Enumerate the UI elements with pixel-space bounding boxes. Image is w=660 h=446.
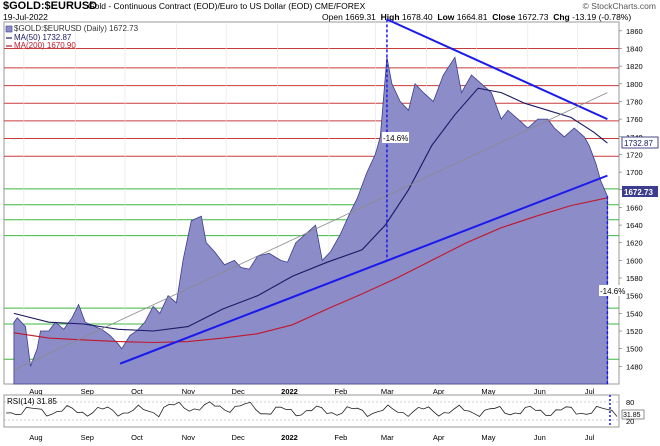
- y-tick-label: 1860: [626, 27, 643, 36]
- x-tick-label: Dec: [231, 387, 245, 396]
- x-tick-label: May: [481, 387, 495, 396]
- rsi-tick-20: 20: [626, 417, 634, 426]
- x-axis-rsi: Aug Sep Oct Nov Dec 2022 Feb Mar Apr May Jun Jul: [29, 433, 594, 442]
- y-axis: 1480 1500 1520 1540 1560 1580 1600 1620 1640 1660…: [619, 27, 643, 371]
- y-tick-label: 1840: [626, 44, 643, 53]
- watermark: © StockCharts.com: [582, 1, 656, 11]
- legend-price-swatch: [5, 25, 13, 33]
- x-tick-label: Jul: [585, 433, 595, 442]
- y-tick-label: 1780: [626, 97, 643, 106]
- y-tick-label: 1540: [626, 309, 643, 318]
- ma50-line: [13, 87, 608, 332]
- y-tick-label: 1700: [626, 168, 643, 177]
- open-value: 1669.31: [345, 12, 376, 22]
- x-tick-label: Feb: [334, 433, 347, 442]
- close-price-tag-box: [622, 186, 658, 197]
- y-tick-label: 1520: [626, 327, 643, 336]
- close-value: 1672.73: [517, 12, 549, 22]
- x-tick-label: Oct: [131, 387, 144, 396]
- x-tick-label: Sep: [81, 387, 94, 396]
- rsi-value-tag-box: [621, 409, 645, 420]
- x-tick-label: Mar: [381, 433, 394, 442]
- y-tick-label: 1500: [626, 345, 643, 354]
- low-value: 1664.81: [456, 12, 488, 22]
- x-tick-label: May: [481, 433, 495, 442]
- symbol-description: Gold - Continuous Contract (EOD)/Euro to…: [88, 1, 366, 11]
- x-tick-label: Aug: [29, 433, 42, 442]
- x-tick-label: Jun: [534, 433, 546, 442]
- y-tick-label: 1800: [626, 80, 643, 89]
- x-tick-label: 2022: [281, 433, 298, 442]
- legend: $GOLD:$EURUSD (Daily) 1672.73 MA(50) 173…: [5, 24, 139, 50]
- legend-price-label: $GOLD:$EURUSD (Daily) 1672.73: [14, 24, 139, 33]
- x-tick-label: Apr: [433, 387, 445, 396]
- ma50-price-tag-box: [621, 136, 659, 149]
- open-label: Open: [322, 12, 343, 22]
- legend-ma50-label: MA(50) 1732.87: [14, 33, 72, 42]
- y-tick-label: 1620: [626, 239, 643, 248]
- header-date: 19-Jul-2022: [3, 12, 48, 22]
- y-tick-label: 1760: [626, 115, 643, 124]
- ma50-price-tag-text: 1732.87: [624, 139, 653, 148]
- rsi-value-tag: 31.85: [623, 412, 641, 419]
- x-tick-label: Jul: [585, 387, 595, 396]
- rsi-tick-80: 80: [626, 398, 634, 407]
- rsi-line: [5, 401, 618, 418]
- ohlc-readout: Open 1669.31 High 1678.40 Low 1664.81 Cl…: [322, 12, 631, 22]
- y-tick-label: 1660: [626, 203, 643, 212]
- rsi-label: RSI(14) 31.85: [7, 397, 57, 406]
- x-tick-label: Dec: [231, 433, 245, 442]
- y-tick-label: 1480: [626, 362, 643, 371]
- x-tick-label: Sep: [81, 433, 94, 442]
- pct-annotation-right-text: -14.6%: [600, 287, 625, 296]
- x-tick-label: 2022: [281, 387, 298, 396]
- x-tick-label: Jun: [534, 387, 546, 396]
- y-tick-label: 1560: [626, 292, 643, 301]
- ma50-price-tag: 1732.87: [621, 136, 659, 149]
- y-tick-label: 1580: [626, 274, 643, 283]
- trendline-1: [386, 18, 608, 121]
- ma200-line: [13, 197, 608, 344]
- y-tick-label: 1820: [626, 62, 643, 71]
- x-tick-label: Apr: [433, 433, 445, 442]
- chart-header: $GOLD:$EURUSD Gold - Continuous Contract…: [0, 0, 660, 22]
- pct-annotation-left-text: -14.6%: [383, 134, 408, 143]
- x-tick-label: Oct: [131, 433, 144, 442]
- low-label: Low: [437, 12, 455, 22]
- pct-annotation-left-box: [382, 132, 409, 143]
- chg-value: -13.19 (-0.78%): [572, 12, 632, 22]
- x-tick-label: Nov: [182, 433, 196, 442]
- trendline-0: [119, 174, 608, 365]
- pct-annotation-right-box: [599, 285, 626, 296]
- trendline-2: [13, 92, 608, 371]
- legend-ma200-label: MA(200) 1670.90: [14, 41, 76, 50]
- close-price-tag: 1672.73: [622, 186, 658, 197]
- y-tick-label: 1720: [626, 150, 643, 159]
- x-axis-main: Aug Sep Oct Nov Dec 2022 Feb Mar Apr May Jun Jul: [29, 387, 594, 396]
- x-tick-label: Nov: [182, 387, 196, 396]
- high-value: 1678.40: [401, 12, 433, 22]
- x-tick-label: Aug: [29, 387, 42, 396]
- y-tick-label: 1640: [626, 221, 643, 230]
- pct-annotation-right: -14.6%: [599, 285, 626, 296]
- chg-label: Chg: [553, 12, 570, 22]
- close-price-tag-text: 1672.73: [624, 188, 653, 197]
- x-tick-label: Mar: [381, 387, 394, 396]
- pct-annotation-left: -14.6%: [382, 132, 409, 143]
- high-label: High: [380, 12, 400, 22]
- x-tick-label: Feb: [334, 387, 347, 396]
- close-label: Close: [492, 12, 516, 22]
- symbol-title: $GOLD:$EURUSD: [3, 0, 98, 12]
- y-tick-label: 1600: [626, 256, 643, 265]
- trendlines: [13, 18, 608, 371]
